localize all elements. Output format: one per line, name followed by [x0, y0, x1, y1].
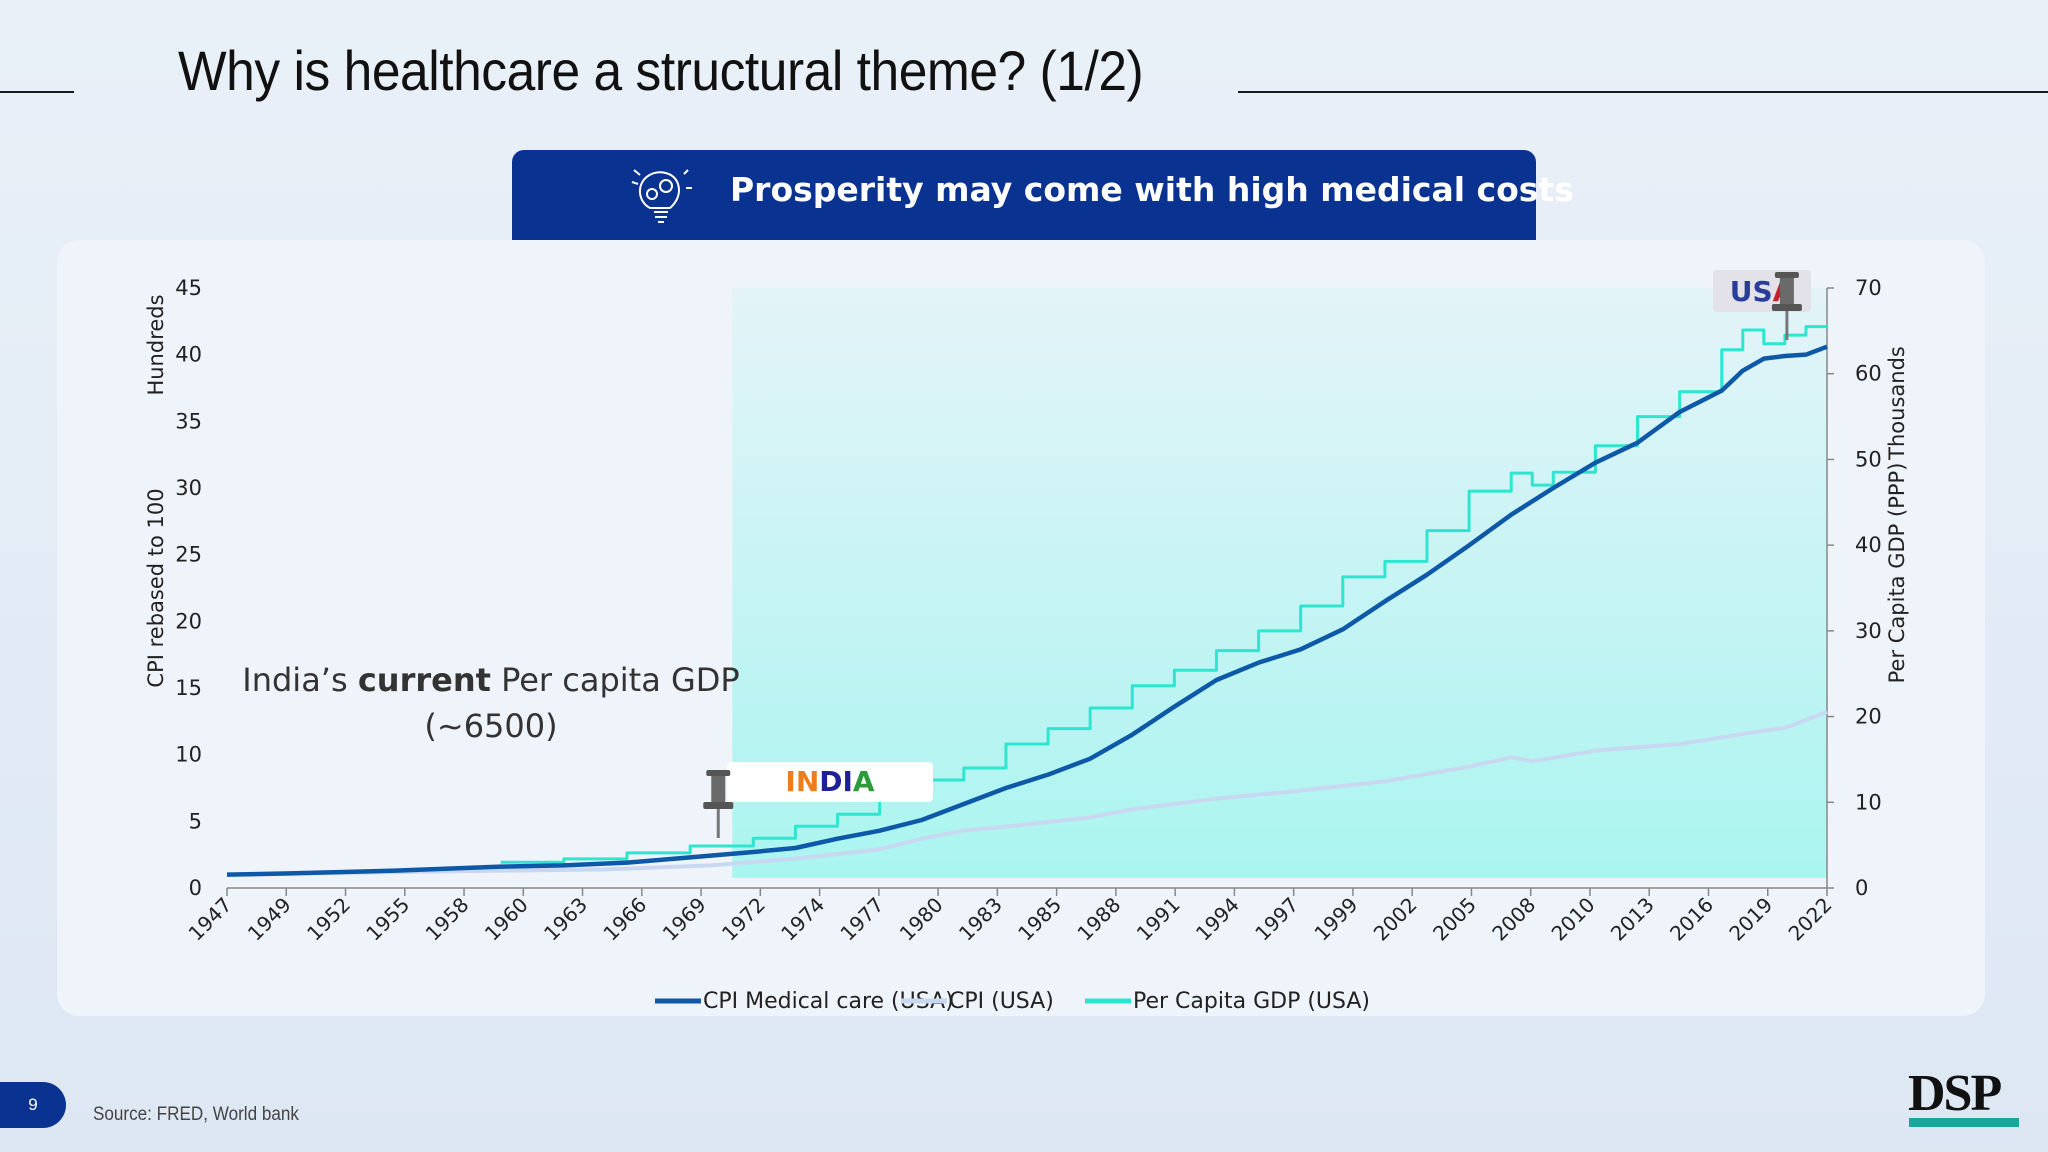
dsp-logo: DSP — [1908, 1065, 2002, 1122]
x-tick-label: 1952 — [302, 893, 355, 946]
y-right-tick-label: 60 — [1855, 362, 1882, 386]
y-right-tick-label: 70 — [1855, 276, 1882, 300]
pin-body — [711, 776, 726, 802]
x-tick-label: 1958 — [421, 893, 474, 946]
annotation-text: India’s — [242, 661, 358, 699]
lightbulb-gears-icon — [631, 169, 692, 223]
source-note: Source: FRED, World bank — [93, 1104, 299, 1125]
series-line-cpi-medical-care-usa — [226, 344, 1828, 877]
india-pin-label: INDIA — [727, 762, 933, 802]
annotation-text: Per capita GDP — [491, 661, 740, 699]
india-pin-label-letter: N — [796, 765, 819, 798]
title-rule-left — [0, 91, 74, 93]
india-pin-label-letter: I — [785, 765, 795, 798]
usa-pin-icon — [1771, 272, 1802, 340]
y-left-tick-label: 20 — [175, 609, 202, 633]
annotation-line-1: India’s current Per capita GDP — [242, 661, 739, 699]
x-tick-label: 1966 — [598, 893, 651, 946]
india-pin-label-letter: I — [843, 765, 853, 798]
y-left-tick-label: 10 — [175, 743, 202, 767]
y-right-tick-label: 10 — [1855, 790, 1882, 814]
x-tick-label: 1994 — [1191, 893, 1244, 946]
usa-pin-label-letter: S — [1752, 275, 1772, 308]
y-left-tick-label: 15 — [175, 676, 202, 700]
usa-pin-label-letter: U — [1730, 275, 1753, 308]
usa-pin-label-text: USA — [1730, 275, 1795, 308]
x-tick-label: 1947 — [184, 893, 237, 946]
india-pin-label-text: INDIA — [785, 765, 875, 798]
y-right-tick-label: 40 — [1855, 533, 1882, 557]
x-tick-label: 1972 — [717, 893, 770, 946]
page-number-badge: 9 — [0, 1082, 66, 1128]
legend-label-cpi-usa: CPI (USA) — [949, 989, 1054, 1014]
x-tick-label: 1949 — [243, 893, 296, 946]
y-left-tick-label: 40 — [175, 343, 202, 367]
series-line-per-capita-gdp-usa — [500, 325, 1827, 864]
india-pin-icon — [703, 770, 734, 838]
x-tick-label: 2008 — [1487, 893, 1540, 946]
x-tick-label: 2019 — [1724, 893, 1777, 946]
x-tick-label: 1977 — [835, 893, 888, 946]
x-tick-label: 1999 — [1309, 893, 1362, 946]
pin-head — [706, 770, 731, 776]
x-tick-label: 1955 — [361, 893, 414, 946]
x-tick-label: 1969 — [658, 893, 711, 946]
y-left-tick-label: 5 — [189, 809, 202, 833]
y-right-tick-label: 50 — [1855, 447, 1882, 471]
pin-head — [1774, 272, 1799, 278]
y-right-units-label: Thousands — [1885, 346, 1909, 461]
legend-label-per-capita-gdp-usa: Per Capita GDP (USA) — [1133, 989, 1370, 1014]
y-left-units-label: Hundreds — [144, 294, 168, 395]
title-rule-right — [1238, 91, 2048, 93]
annotation-line-2: (~6500) — [424, 707, 557, 745]
x-tick-label: 1988 — [1072, 893, 1125, 946]
series-line-cpi-usa — [226, 710, 1828, 877]
x-tick-label: 1983 — [954, 893, 1007, 946]
pin-collar — [1771, 304, 1802, 311]
chart-panel: 0 5 10 15 20 25 30 35 40 45 0 10 20 30 40 50 60 70 1947 194… — [57, 240, 1985, 1016]
pin-collar — [703, 802, 734, 809]
x-tick-label: 2010 — [1547, 893, 1600, 946]
y-left-tick-label: 0 — [189, 876, 202, 900]
pin-body — [1779, 278, 1794, 304]
y-left-tick-label: 45 — [175, 276, 202, 300]
y-right-axis-title: Per Capita GDP (PPP) — [1885, 463, 1909, 684]
x-tick-label: 1963 — [539, 893, 592, 946]
x-tick-label: 2013 — [1606, 893, 1659, 946]
x-tick-label: 1980 — [895, 893, 948, 946]
india-pin-label-box — [727, 762, 933, 802]
chart-legend: CPI Medical care (USA)CPI (USA) Per Capit… — [655, 989, 1370, 1014]
y-left-tick-label: 30 — [175, 476, 202, 500]
banner: Prosperity may come with high medical co… — [512, 150, 1574, 240]
y-right-tick-label: 0 — [1855, 876, 1868, 900]
chart: 0 5 10 15 20 25 30 35 40 45 0 10 20 30 40 50 60 70 1947 194… — [144, 270, 1909, 1014]
logo-underline — [1909, 1118, 2019, 1127]
banner-text: Prosperity may come with high medical co… — [730, 170, 1574, 209]
x-tick-label: 1991 — [1132, 893, 1185, 946]
x-tick-label: 1985 — [1013, 893, 1066, 946]
x-tick-label: 1974 — [776, 893, 829, 946]
annotation-bold: current — [358, 661, 491, 699]
x-tick-label: 2016 — [1665, 893, 1718, 946]
x-tick-label: 1960 — [480, 893, 533, 946]
x-tick-label: 2002 — [1369, 893, 1422, 946]
y-left-tick-label: 35 — [175, 409, 202, 433]
india-pin-label-letter: A — [853, 765, 875, 798]
x-tick-label: 2022 — [1784, 893, 1837, 946]
y-right-tick-label: 30 — [1855, 619, 1882, 643]
india-pin-label-letter: D — [819, 765, 842, 798]
page-title: Why is healthcare a structural theme? (1… — [178, 39, 1144, 102]
page-number: 9 — [28, 1095, 38, 1114]
y-left-tick-label: 25 — [175, 543, 202, 567]
y-right-tick-label: 20 — [1855, 705, 1882, 729]
y-left-axis-title: CPI rebased to 100 — [144, 488, 168, 687]
x-tick-label: 1997 — [1250, 893, 1303, 946]
x-tick-label: 2005 — [1428, 893, 1481, 946]
